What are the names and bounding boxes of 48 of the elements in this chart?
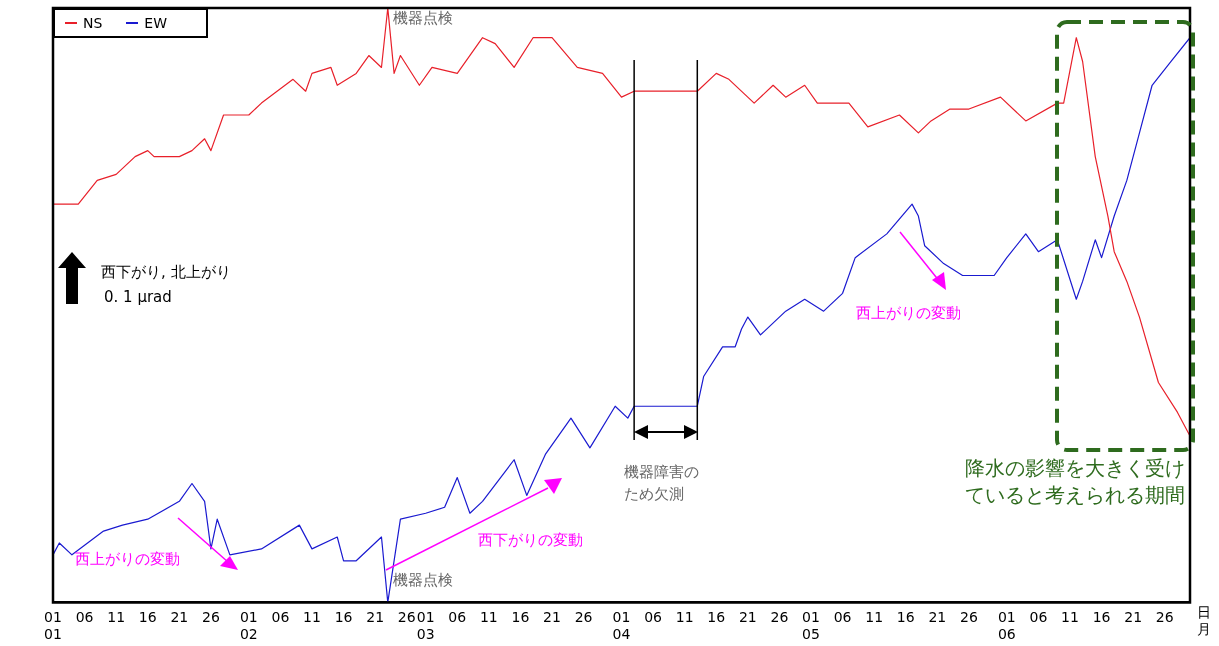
x-tick-label: 11 [479,609,498,626]
legend-label: EW [144,15,168,31]
annotation: 機器障害のため欠測 [624,462,700,505]
x-tick-label: 16 [1092,609,1111,626]
x-tick-label: 01 05 [802,609,820,643]
x-tick-label: 11 [107,609,126,626]
x-tick-label: 26 [397,609,416,626]
x-tick-label: 21 [738,609,757,626]
x-tick-label: 16 [511,609,530,626]
legend-label: NS [83,15,103,31]
x-axis-title: 日月 [1197,604,1212,638]
x-tick-label: 01 01 [44,609,62,643]
x-tick-label: 01 04 [612,609,631,643]
x-tick-label: 01 03 [416,609,435,643]
x-tick-label: 01 02 [239,609,258,643]
x-tick-label: 26 [770,609,789,626]
annotation: 0. 1 μrad [104,287,172,308]
x-tick-label: 06 [1029,609,1048,626]
x-tick-label: 16 [138,609,157,626]
x-tick-label: 06 [644,609,663,626]
x-tick-label: 16 [896,609,915,626]
x-tick-label: 21 [928,609,947,626]
x-tick-label: 16 [707,609,726,626]
x-tick-label: 21 [366,609,385,626]
x-tick-label: 06 [75,609,94,626]
x-tick-label: 21 [543,609,561,626]
annotation: 機器点検 [393,570,453,591]
annotation: 西下がり, 北上がり [101,262,231,283]
x-tick-label: 06 [271,609,290,626]
x-tick-label: 11 [865,609,884,626]
annotation: 機器点検 [393,8,453,29]
annotation: 西上がりの変動 [75,549,180,570]
x-tick-label: 26 [960,609,978,626]
x-tick-label: 11 [675,609,694,626]
x-tick-label: 01 06 [997,609,1016,643]
annotation: 降水の影響を大きく受けていると考えられる期間 [965,455,1186,509]
x-tick-label: 21 [170,609,189,626]
x-tick-label: 21 [1124,609,1143,626]
x-tick-label: 16 [334,609,353,626]
annotation: 西上がりの変動 [856,303,961,324]
x-tick-label: 11 [1061,609,1079,626]
x-tick-label: 26 [1155,609,1174,626]
x-tick-label: 26 [202,609,220,626]
x-tick-label: 11 [303,609,321,626]
x-tick-label: 06 [448,609,467,626]
annotation: 西下がりの変動 [478,530,583,551]
x-tick-label: 26 [574,609,593,626]
x-tick-label: 06 [833,609,852,626]
